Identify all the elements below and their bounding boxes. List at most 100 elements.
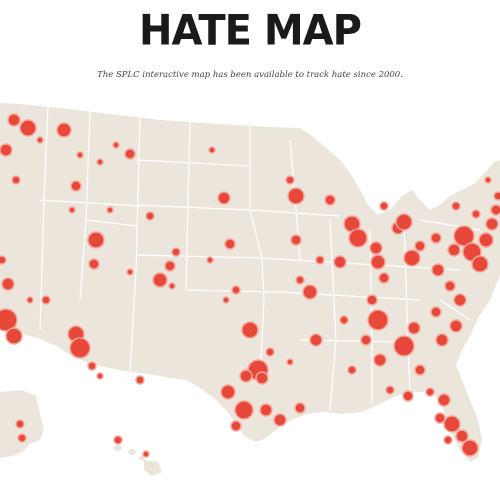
map-marker <box>373 353 387 367</box>
map-marker <box>106 206 114 214</box>
map-marker <box>11 175 21 185</box>
map-marker <box>70 180 82 192</box>
map-marker <box>15 419 25 429</box>
map-marker <box>68 206 76 214</box>
map-marker <box>324 194 336 206</box>
map-marker <box>453 293 467 307</box>
map-marker <box>393 335 415 357</box>
map-marker <box>113 435 123 445</box>
map-marker <box>285 175 295 185</box>
map-marker <box>239 369 253 383</box>
map-marker <box>241 321 259 339</box>
map-marker <box>367 309 389 331</box>
map-marker <box>484 176 492 184</box>
map-marker <box>259 403 273 417</box>
map-marker <box>69 337 91 359</box>
map-marker <box>485 217 499 231</box>
map-marker <box>287 187 305 205</box>
map-marker <box>461 439 479 457</box>
map-marker <box>444 280 456 292</box>
map-marker <box>407 321 421 335</box>
map-marker <box>402 390 414 402</box>
map-marker <box>378 272 390 284</box>
map-marker <box>135 375 145 385</box>
map-marker <box>265 347 275 357</box>
map-marker <box>96 372 104 380</box>
map-marker <box>208 146 216 154</box>
map-marker <box>471 255 489 273</box>
map-marker <box>333 255 347 269</box>
map-marker <box>434 412 446 424</box>
map-marker <box>206 256 214 264</box>
map-marker <box>26 296 34 304</box>
map-marker <box>315 255 325 265</box>
map-marker <box>395 213 413 231</box>
map-marker <box>295 275 305 285</box>
map-marker <box>41 295 51 305</box>
map-marker <box>414 364 426 376</box>
map-marker <box>430 306 442 318</box>
map-marker <box>0 143 13 157</box>
hate-group-markers[interactable] <box>0 113 500 458</box>
map-marker <box>124 148 136 160</box>
map-marker <box>294 402 306 414</box>
map-marker <box>222 296 230 304</box>
map-marker <box>234 400 254 420</box>
map-marker <box>290 234 302 246</box>
map-marker <box>449 319 463 333</box>
map-marker <box>425 387 435 397</box>
map-marker <box>453 225 475 247</box>
map-marker <box>273 413 287 427</box>
map-marker <box>443 435 453 445</box>
map-marker <box>414 240 426 252</box>
map-marker <box>126 268 134 276</box>
map-marker <box>56 122 72 138</box>
map-marker <box>437 393 451 407</box>
hawaii-islands <box>114 445 162 476</box>
map-marker <box>366 294 378 306</box>
map-marker <box>142 450 150 458</box>
map-marker <box>217 191 231 205</box>
map-marker <box>164 260 176 272</box>
map-marker <box>286 358 294 366</box>
map-marker <box>451 201 461 211</box>
map-marker <box>230 420 242 432</box>
map-marker <box>87 231 105 249</box>
map-marker <box>490 204 500 216</box>
map-marker <box>5 327 23 345</box>
map-marker <box>478 232 494 248</box>
map-marker <box>302 284 318 300</box>
map-marker <box>493 191 500 201</box>
map-marker <box>431 263 445 277</box>
map-marker <box>112 141 120 149</box>
map-marker <box>171 247 181 257</box>
map-marker <box>347 365 357 375</box>
map-marker <box>455 429 469 443</box>
map-marker <box>447 243 461 257</box>
map-marker <box>76 151 84 159</box>
map-marker <box>0 255 7 265</box>
us-landmass <box>0 103 500 462</box>
map-marker <box>403 249 421 267</box>
map-marker <box>96 158 104 166</box>
map-marker <box>36 136 44 144</box>
map-marker <box>145 211 155 221</box>
map-marker <box>385 385 395 395</box>
map-marker <box>360 334 372 346</box>
map-marker <box>430 232 442 244</box>
map-marker <box>309 333 323 347</box>
map-marker <box>87 361 97 371</box>
map-marker <box>471 209 481 219</box>
page-title: HATE MAP <box>139 6 362 56</box>
map-marker <box>231 285 241 295</box>
map-marker <box>0 308 18 332</box>
map-marker <box>369 241 383 255</box>
map-marker <box>435 333 449 347</box>
map-marker <box>152 272 168 288</box>
map-marker <box>17 433 27 443</box>
map-marker <box>255 371 269 385</box>
map-marker <box>7 113 21 127</box>
map-marker <box>19 119 37 137</box>
map-marker <box>339 315 349 325</box>
